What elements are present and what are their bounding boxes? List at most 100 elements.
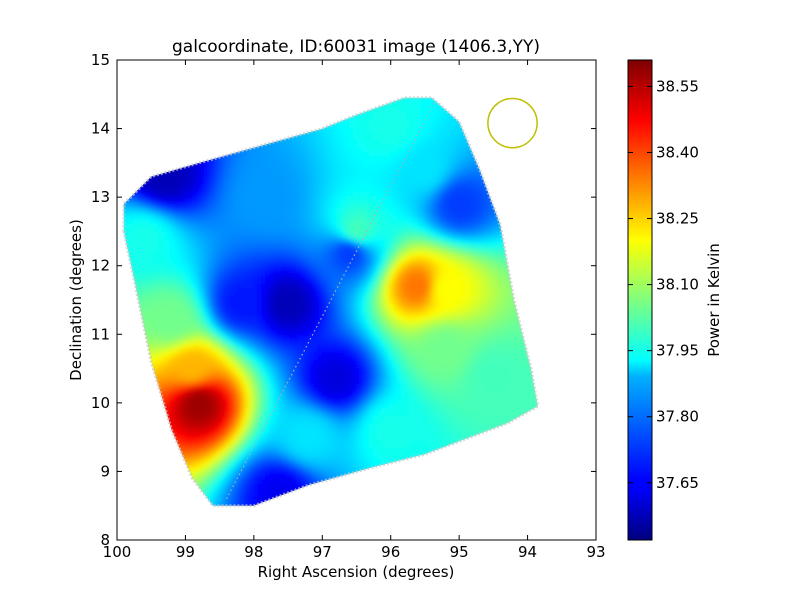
heat-cell	[217, 224, 222, 229]
heat-cell	[265, 144, 270, 149]
heat-cell	[253, 224, 258, 229]
heat-cell	[137, 256, 142, 261]
heat-cell	[245, 292, 250, 297]
heat-cell	[265, 368, 270, 373]
heat-cell	[209, 188, 214, 193]
heat-cell	[209, 460, 214, 465]
heat-cell	[165, 272, 170, 277]
heat-cell	[253, 452, 258, 457]
heat-cell	[201, 256, 206, 261]
heat-cell	[153, 364, 158, 369]
heat-cell	[249, 232, 254, 237]
heat-cell	[161, 196, 166, 201]
heat-cell	[273, 392, 278, 397]
heat-cell	[193, 324, 198, 329]
heat-cell	[177, 224, 182, 229]
heat-cell	[273, 416, 278, 421]
heat-cell	[225, 160, 230, 165]
heat-cell	[209, 484, 214, 489]
heat-cell	[201, 200, 206, 205]
heat-cell	[165, 176, 170, 181]
heat-cell	[129, 220, 134, 225]
heat-cell	[229, 440, 234, 445]
heat-cell	[201, 164, 206, 169]
heat-cell	[241, 396, 246, 401]
heat-cell	[149, 184, 154, 189]
heat-cell	[265, 416, 270, 421]
heat-cell	[153, 284, 158, 289]
heat-cell	[185, 264, 190, 269]
heat-cell	[237, 216, 242, 221]
heat-cell	[161, 248, 166, 253]
heat-cell	[249, 288, 254, 293]
heat-cell	[237, 364, 242, 369]
heat-cell	[213, 464, 218, 469]
heat-cell	[273, 480, 278, 485]
heat-cell	[249, 412, 254, 417]
heat-cell	[277, 320, 282, 325]
heat-cell	[269, 464, 274, 469]
heat-cell	[277, 308, 282, 313]
heat-cell	[269, 476, 274, 481]
heat-cell	[185, 392, 190, 397]
heat-cell	[269, 460, 274, 465]
heat-cell	[153, 244, 158, 249]
heat-cell	[205, 188, 210, 193]
heat-cell	[253, 328, 258, 333]
heat-cell	[225, 404, 230, 409]
heat-cell	[177, 240, 182, 245]
heat-cell	[177, 444, 182, 449]
heat-cell	[261, 452, 266, 457]
heat-cell	[281, 336, 286, 341]
heat-cell	[125, 228, 130, 233]
heat-cell	[257, 152, 262, 157]
heat-cell	[229, 404, 234, 409]
heat-cell	[265, 156, 270, 161]
heat-cell	[133, 204, 138, 209]
heat-cell	[185, 356, 190, 361]
heat-cell	[257, 248, 262, 253]
heat-cell	[269, 396, 274, 401]
heat-cell	[249, 300, 254, 305]
heat-cell	[233, 456, 238, 461]
heat-cell	[169, 316, 174, 321]
heat-cell	[241, 340, 246, 345]
heat-cell	[181, 248, 186, 253]
heat-cell	[261, 404, 266, 409]
heat-cell	[209, 160, 214, 165]
heat-cell	[229, 356, 234, 361]
heat-cell	[253, 400, 258, 405]
heat-cell	[141, 276, 146, 281]
heat-cell	[245, 384, 250, 389]
heat-cell	[201, 368, 206, 373]
heat-cell	[265, 280, 270, 285]
heat-cell	[265, 364, 270, 369]
heat-cell	[181, 216, 186, 221]
heat-cell	[185, 212, 190, 217]
heat-cell	[253, 236, 258, 241]
heat-cell	[253, 456, 258, 461]
heat-cell	[277, 368, 282, 373]
heat-cell	[261, 252, 266, 257]
heat-cell	[177, 384, 182, 389]
heat-cell	[197, 380, 202, 385]
heat-cell	[277, 364, 282, 369]
heat-cell	[241, 492, 246, 497]
heat-cell	[193, 464, 198, 469]
heat-cell	[201, 452, 206, 457]
heat-cell	[273, 192, 278, 197]
heat-cell	[277, 472, 282, 477]
heat-cell	[141, 300, 146, 305]
heat-cell	[269, 256, 274, 261]
heat-cell	[281, 184, 286, 189]
heat-cell	[157, 264, 162, 269]
heat-cell	[137, 216, 142, 221]
heat-cell	[245, 408, 250, 413]
heat-cell	[245, 308, 250, 313]
heat-cell	[201, 336, 206, 341]
heat-cell	[273, 256, 278, 261]
heat-cell	[281, 308, 286, 313]
heat-cell	[125, 224, 130, 229]
heat-cell	[205, 352, 210, 357]
